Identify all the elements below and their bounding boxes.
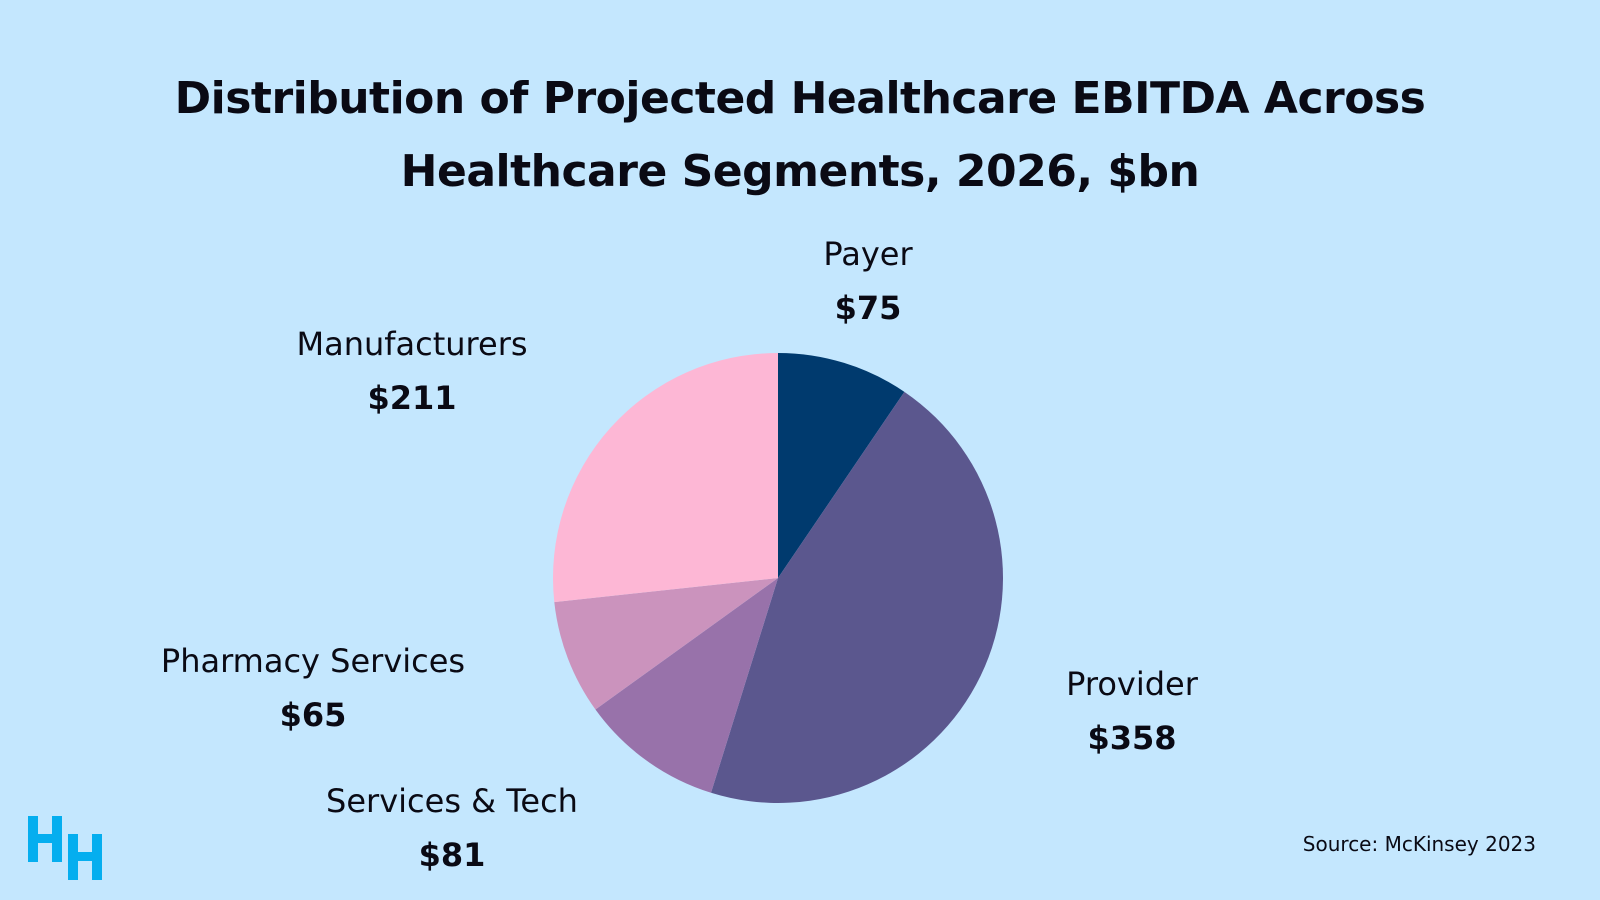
hh-logo-icon [28,816,102,880]
pie-slice-manufacturers [553,353,778,603]
label-manufacturers: Manufacturers $211 [296,317,527,425]
pie-slice-provider [711,391,1004,804]
chart-title: Distribution of Projected Healthcare EBI… [0,62,1600,208]
label-pharmacy-services: Pharmacy Services $65 [161,634,465,742]
label-pharmacy-services-name: Pharmacy Services [160,642,466,680]
source-note: Source: McKinsey 2023 [1302,832,1536,856]
label-manufacturers-value: $211 [367,379,457,417]
label-services-tech-value: $81 [418,836,486,874]
pie-slice-payer [778,353,905,578]
pie-slice-pharmacy-services [554,578,778,710]
title-line-2: Healthcare Segments, 2026, $bn [400,146,1200,197]
label-pharmacy-services-value: $65 [279,696,347,734]
label-provider-value: $358 [1087,719,1177,757]
label-payer: Payer $75 [823,227,912,335]
label-provider-name: Provider [1066,665,1198,703]
label-manufacturers-name: Manufacturers [296,325,528,363]
label-payer-name: Payer [823,235,913,273]
pie-slice-services-tech [595,578,778,793]
label-provider: Provider $358 [1066,657,1198,765]
label-services-tech-name: Services & Tech [326,782,578,820]
label-services-tech: Services & Tech $81 [326,774,578,882]
label-payer-value: $75 [834,289,902,327]
title-line-1: Distribution of Projected Healthcare EBI… [174,73,1426,124]
